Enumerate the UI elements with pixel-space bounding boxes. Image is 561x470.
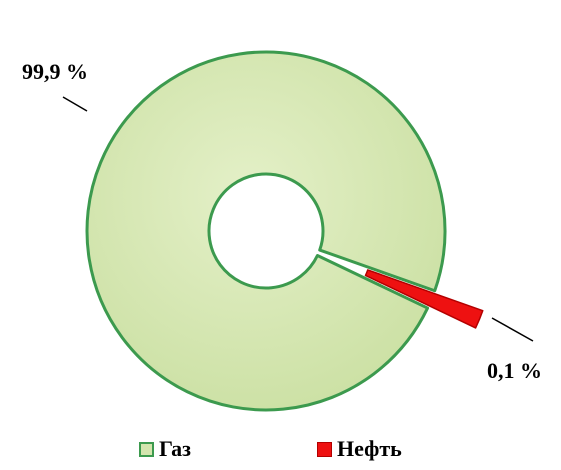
legend-swatch-gas: [139, 441, 154, 457]
chart-legend: Газ Нефть: [0, 436, 561, 466]
slice-oil: [364, 269, 484, 329]
legend-swatch-oil: [317, 441, 332, 457]
legend-label-gas: Газ: [159, 436, 191, 461]
legend-label-oil: Нефть: [337, 436, 402, 461]
leader-line-oil: [491, 317, 534, 342]
data-label-oil: 0,1 %: [487, 358, 542, 383]
legend-item-gas: Газ: [139, 436, 191, 462]
slice-gas: [85, 50, 447, 412]
data-label-gas: 99,9 %: [22, 59, 88, 84]
leader-line-gas: [62, 96, 88, 112]
legend-item-oil: Нефть: [317, 436, 402, 462]
